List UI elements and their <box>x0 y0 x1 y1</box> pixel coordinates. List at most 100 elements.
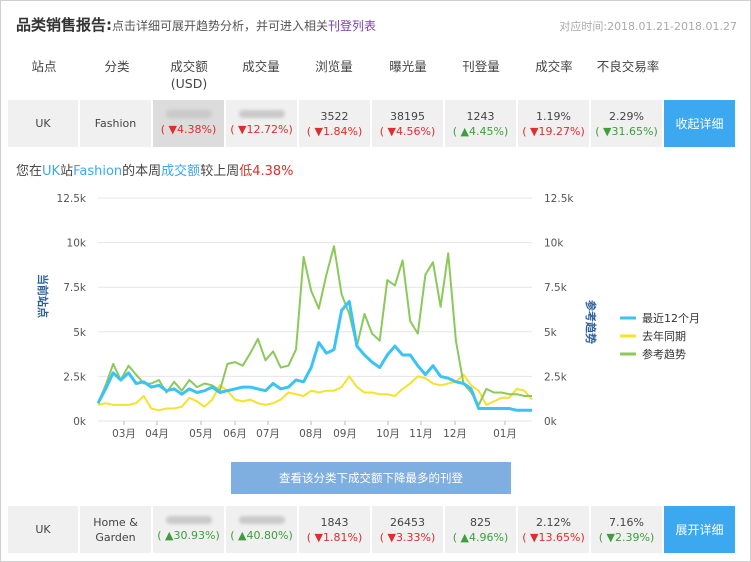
row-conversion: 1.19% ( ▼19.27%) <box>518 100 589 147</box>
y-tick-left: 7.5k <box>63 282 87 294</box>
x-tick-label: 05月 <box>189 428 213 440</box>
x-tick-label: 09月 <box>333 428 357 440</box>
table-row: UK Fashion ( ▼4.38%) ( ▼12.72%) 3522 ( ▼… <box>8 100 739 147</box>
defect-value: 7.16% <box>609 515 644 529</box>
views-value: 1843 <box>320 515 349 529</box>
col-defect: 不良交易率 <box>596 59 660 74</box>
impressions-change: ( ▼3.33%) <box>379 530 436 544</box>
summary-metric: 成交额 <box>161 164 201 179</box>
row-listings: 1243 ( ▲4.45%) <box>445 100 516 147</box>
volume-change: ( ▼12.72%) <box>230 123 293 136</box>
views-change: ( ▼1.81%) <box>306 530 363 544</box>
listings-change: ( ▲4.96%) <box>452 530 509 544</box>
y-tick-right: 7.5k <box>544 282 568 294</box>
x-tick-label: 11月 <box>409 428 433 440</box>
series-line-0 <box>96 300 532 412</box>
x-tick-label: 12月 <box>443 428 467 440</box>
row-views: 1843 ( ▼1.81%) <box>299 506 370 553</box>
view-top-declining-listings-button[interactable]: 查看该分类下成交额下降最多的刊登 <box>231 462 511 494</box>
row-site: UK <box>8 506 78 553</box>
y-tick-left: 12.5k <box>57 193 87 205</box>
gmv-change: ( ▼4.38%) <box>160 123 217 136</box>
row-category: Home & Garden <box>80 506 151 553</box>
redacted-value <box>238 110 285 118</box>
x-tick-label: 01月 <box>493 428 517 440</box>
row-volume: ( ▲40.80%) <box>226 506 297 553</box>
redacted-value <box>238 516 285 524</box>
col-impressions: 曝光量 <box>389 59 427 74</box>
y-tick-left: 10k <box>67 238 87 250</box>
conversion-value: 1.19% <box>536 109 571 123</box>
row-site: UK <box>8 100 78 147</box>
x-tick-label: 04月 <box>145 428 169 440</box>
col-views: 浏览量 <box>315 59 353 74</box>
summary-direction: 低 <box>239 164 253 179</box>
redacted-value <box>165 110 212 118</box>
defect-value: 2.29% <box>609 109 644 123</box>
col-listings: 刊登量 <box>462 59 500 74</box>
y-tick-left: 2.5k <box>63 371 87 383</box>
row-gmv: ( ▼4.38%) <box>153 100 224 147</box>
expand-detail-button[interactable]: 展开详细 <box>664 506 735 553</box>
x-tick-label: 03月 <box>112 428 136 440</box>
summary-site: UK <box>42 164 61 179</box>
row-volume: ( ▼12.72%) <box>226 100 297 147</box>
row-conversion: 2.12% ( ▼13.65%) <box>518 506 589 553</box>
impressions-value: 38195 <box>390 109 425 123</box>
y-tick-left: 5k <box>73 327 87 339</box>
conversion-value: 2.12% <box>536 515 571 529</box>
defect-change: ( ▼31.65%) <box>595 124 658 138</box>
y-tick-right: 5k <box>544 327 558 339</box>
y-axis-label-left: 当前站点 <box>36 274 50 318</box>
defect-change: ( ▼2.39%) <box>598 530 655 544</box>
legend-label: 去年同期 <box>642 329 686 343</box>
legend-label: 最近12个月 <box>642 312 700 325</box>
volume-change: ( ▲40.80%) <box>230 529 293 542</box>
collapse-detail-button[interactable]: 收起详细 <box>664 100 735 147</box>
summary-part: 较上周 <box>200 164 240 179</box>
gmv-change: ( ▲30.93%) <box>157 529 220 542</box>
listings-value: 825 <box>470 515 491 529</box>
conversion-change: ( ▼19.27%) <box>522 124 585 138</box>
summary-part: 的本周 <box>122 164 162 179</box>
report-hint: 点击详细可展开趋势分析，并可进入相关 <box>112 19 329 33</box>
y-tick-right: 0k <box>544 416 558 428</box>
y-tick-right: 2.5k <box>544 371 568 383</box>
col-conversion: 成交率 <box>535 59 573 74</box>
listing-list-link[interactable]: 刊登列表 <box>328 19 377 33</box>
date-range: 对应时间:2018.01.21-2018.01.27 <box>559 20 737 33</box>
row-listings: 825 ( ▲4.96%) <box>445 506 516 553</box>
x-tick-label: 08月 <box>299 428 323 440</box>
redacted-value <box>165 516 212 524</box>
report-header: 品类销售报告:点击详细可展开趋势分析，并可进入相关刊登列表 <box>16 14 376 38</box>
x-tick-label: 07月 <box>256 428 280 440</box>
y-tick-left: 0k <box>73 416 87 428</box>
conversion-change: ( ▼13.65%) <box>522 530 585 544</box>
summary-part: 站 <box>60 164 74 179</box>
row-impressions: 26453 ( ▼3.33%) <box>372 506 443 553</box>
summary-text: 您在UK站Fashion的本周成交额较上周低4.38% <box>16 160 294 179</box>
col-site: 站点 <box>31 59 57 74</box>
y-axis-label-right: 参考趋势 <box>584 300 598 344</box>
impressions-value: 26453 <box>390 515 425 529</box>
trend-chart: 0k 0k 2.5k 2.5k 5k 5k 7.5k 7.5k 10k 10k 12.5k 12.5k… <box>36 193 700 440</box>
col-category: 分类 <box>104 59 130 74</box>
row-views: 3522 ( ▼1.84%) <box>299 100 370 147</box>
y-tick-right: 10k <box>544 238 564 250</box>
series-line-2 <box>97 245 532 406</box>
report-title: 品类销售报告: <box>16 16 112 34</box>
row-defect: 2.29% ( ▼31.65%) <box>591 100 662 147</box>
col-gmv: 成交额 (USD) <box>170 59 208 91</box>
impressions-change: ( ▼4.56%) <box>379 124 436 138</box>
views-change: ( ▼1.84%) <box>306 124 363 138</box>
x-tick-label: 10月 <box>376 428 400 440</box>
table-row: UK Home & Garden ( ▲30.93%) ( ▲40.80%) 1… <box>8 506 739 553</box>
summary-category: Fashion <box>73 164 123 179</box>
col-volume: 成交量 <box>242 59 280 74</box>
legend-label: 参考趋势 <box>642 347 686 361</box>
series-line-1 <box>97 373 533 412</box>
row-category: Fashion <box>80 100 151 147</box>
summary-part: 您在 <box>16 164 43 179</box>
row-defect: 7.16% ( ▼2.39%) <box>591 506 662 553</box>
summary-value: 4.38% <box>252 164 294 179</box>
